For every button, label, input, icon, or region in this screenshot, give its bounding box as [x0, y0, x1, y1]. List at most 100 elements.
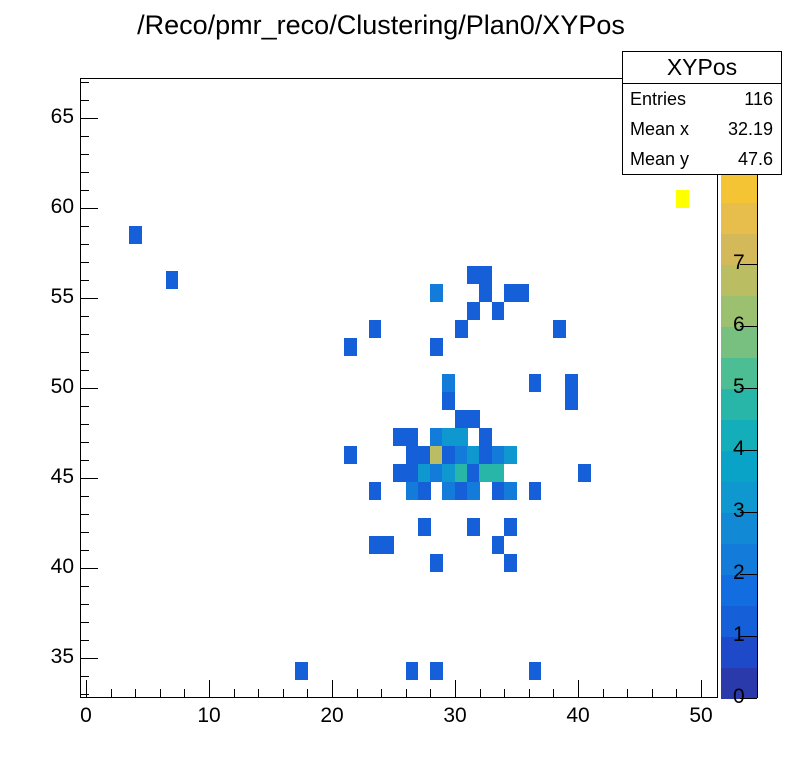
axis-tick: [80, 568, 98, 569]
y-tick-label: 50: [50, 375, 74, 398]
heatmap-cell: [503, 517, 517, 536]
heatmap-cell: [454, 427, 468, 446]
heatmap-cell: [128, 226, 142, 244]
heatmap-cell: [503, 481, 517, 500]
axis-tick: [80, 694, 89, 695]
heatmap-cell: [467, 481, 480, 500]
stats-label: Mean y: [630, 149, 690, 169]
heatmap-cell: [393, 427, 407, 446]
heatmap-cell: [454, 409, 468, 428]
axis-tick: [258, 689, 260, 698]
axis-tick: [381, 689, 383, 698]
heatmap-cell: [442, 373, 456, 392]
heatmap-cell: [442, 445, 456, 464]
axis-tick: [80, 298, 98, 299]
heatmap-cell: [294, 661, 308, 680]
palette-bin: [721, 512, 757, 544]
y-tick-label: 55: [50, 285, 74, 308]
palette-bin: [721, 605, 757, 637]
axis-tick: [80, 658, 98, 659]
palette-tick-label: 2: [733, 561, 745, 584]
heatmap-cell: [417, 445, 431, 464]
palette-tick: [740, 698, 757, 699]
heatmap-cell: [405, 661, 419, 680]
heatmap-cell: [503, 445, 517, 464]
palette-tick-label: 6: [733, 313, 745, 336]
axis-tick: [307, 689, 309, 698]
axis-tick: [80, 190, 89, 191]
heatmap-cell: [491, 481, 505, 500]
heatmap-cell: [565, 391, 579, 410]
heatmap-cell: [368, 535, 382, 554]
heatmap-cell: [417, 517, 431, 536]
stats-box: XYPos Entries 116 Mean x 32.19 Mean y 47…: [622, 51, 782, 175]
axis-tick: [627, 689, 629, 698]
heatmap-cell: [405, 445, 419, 464]
axis-tick: [80, 460, 89, 461]
heatmap-cell: [577, 463, 591, 482]
heatmap-cell: [491, 535, 505, 554]
heatmap-cell: [417, 463, 431, 482]
x-tick-label: 20: [320, 704, 344, 727]
y-tick-label: 60: [50, 195, 74, 218]
stats-row-mean-x: Mean x 32.19: [623, 114, 781, 144]
stats-value: 32.19: [727, 119, 773, 139]
chart-title: /Reco/pmr_reco/Clustering/Plan0/XYPos: [137, 10, 625, 40]
axis-tick: [80, 316, 89, 317]
heatmap-cell: [430, 337, 443, 356]
axis-tick: [80, 622, 89, 623]
heatmap-cell: [393, 463, 407, 482]
palette-tick-label: 4: [733, 437, 745, 460]
palette-tick-label: 0: [733, 685, 745, 708]
axis-tick: [553, 689, 555, 698]
heatmap-cell: [442, 463, 456, 482]
heatmap-cell: [676, 190, 689, 208]
y-tick-label: 35: [50, 645, 74, 668]
axis-tick: [80, 514, 89, 515]
heatmap-cell: [368, 319, 382, 338]
palette-bin: [721, 326, 757, 358]
axis-tick: [80, 244, 89, 245]
palette-bin: [721, 264, 757, 296]
heatmap-cell: [430, 445, 443, 464]
heatmap-cell: [344, 445, 357, 464]
axis-tick: [80, 532, 89, 533]
axis-tick: [651, 689, 653, 698]
y-tick-label: 45: [50, 465, 74, 488]
heatmap-cell: [467, 409, 480, 428]
heatmap-cell: [430, 463, 443, 482]
heatmap-cell: [454, 481, 468, 500]
axis-tick: [80, 226, 89, 227]
heatmap-cell: [479, 445, 493, 464]
heatmap-cell: [380, 535, 394, 554]
axis-tick: [455, 680, 456, 698]
palette-bin: [721, 419, 757, 451]
heatmap-cell: [368, 481, 382, 500]
heatmap-cell: [430, 283, 443, 302]
palette-tick-label: 3: [733, 499, 745, 522]
palette-bin: [721, 295, 757, 327]
palette-tick: [740, 636, 757, 637]
axis-tick: [479, 689, 481, 698]
axis-tick: [80, 604, 89, 605]
palette-tick: [740, 574, 757, 575]
axis-tick: [430, 689, 432, 698]
color-palette-axis: [721, 171, 758, 699]
y-tick-label: 40: [50, 555, 74, 578]
heatmap-cell: [516, 283, 530, 302]
axis-tick: [80, 100, 89, 101]
heatmap-cell: [405, 427, 419, 446]
palette-tick-label: 7: [733, 251, 745, 274]
heatmap-cell: [528, 661, 542, 680]
heatmap-cell: [528, 481, 542, 500]
axis-tick: [80, 172, 89, 173]
heatmap-cell: [467, 301, 480, 320]
axis-tick: [159, 689, 161, 698]
heatmap-cell: [565, 373, 579, 392]
axis-tick: [80, 352, 89, 353]
axis-tick: [80, 262, 89, 263]
axis-tick: [80, 154, 89, 155]
axis-tick: [80, 406, 89, 407]
axis-tick: [602, 689, 604, 698]
x-tick-label: 10: [197, 704, 221, 727]
